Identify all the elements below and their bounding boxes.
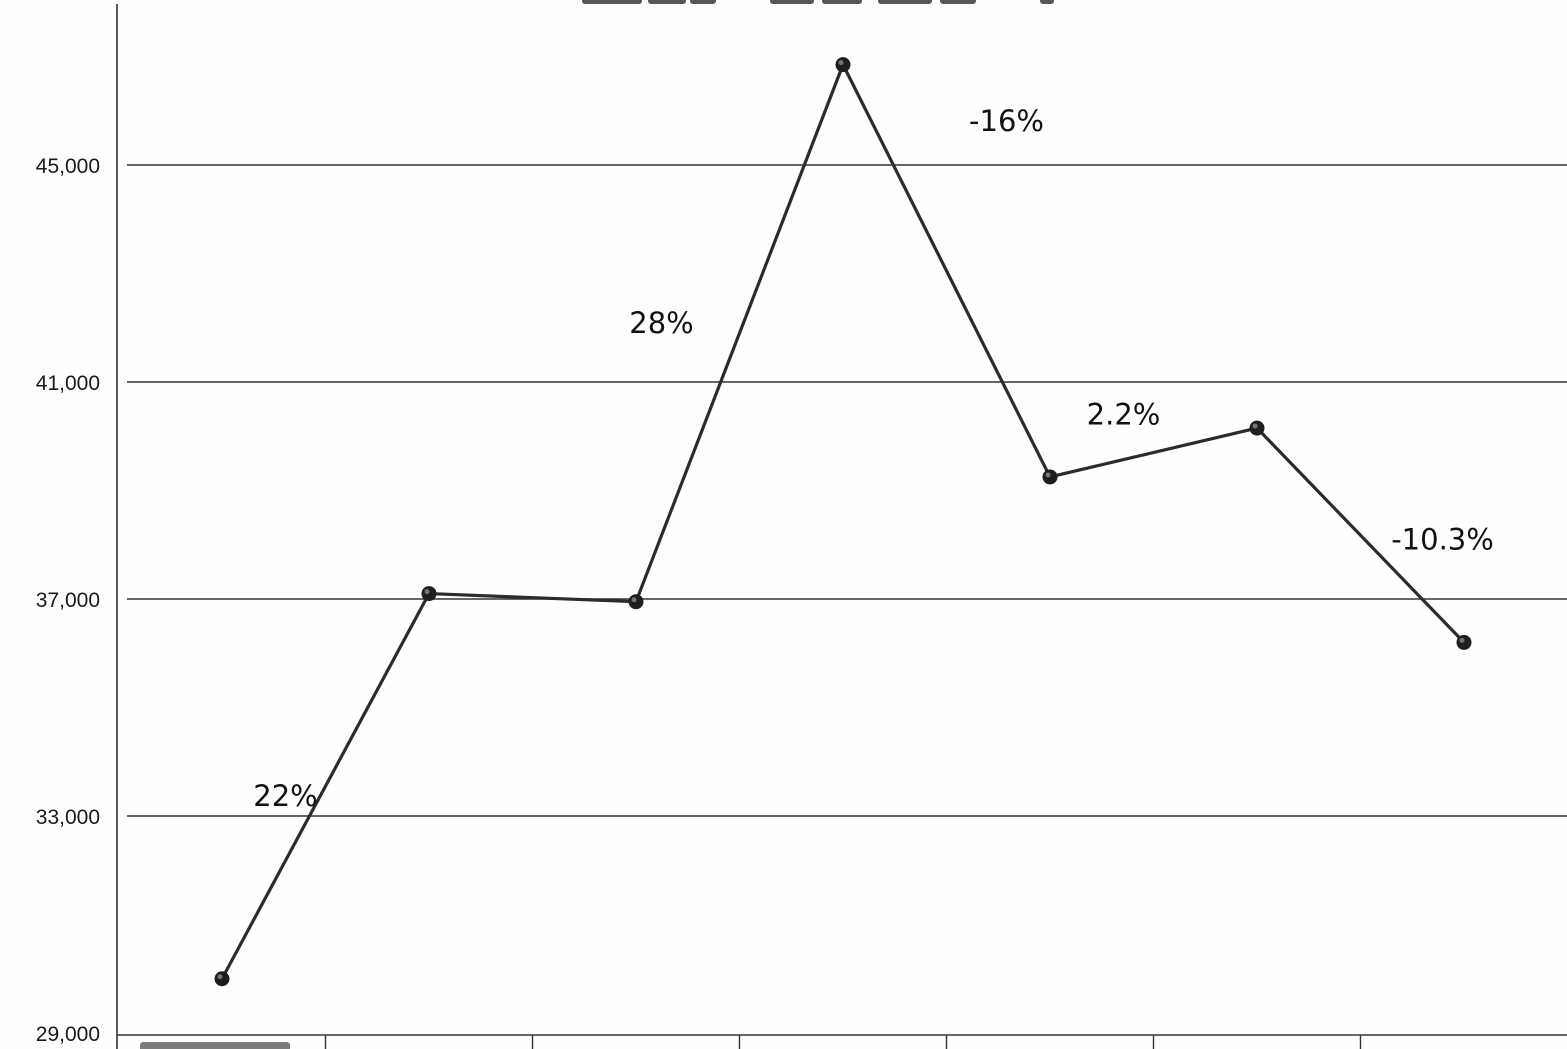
data-point-highlight (1252, 423, 1258, 429)
label-layer: 22% 28% -16% 2.2% -10.3% (253, 104, 1494, 813)
pct-change-label: -10.3% (1391, 522, 1494, 556)
y-tick-label: 41,000 (36, 372, 100, 395)
data-point-1 (214, 971, 230, 987)
title-fragment-1 (648, 0, 686, 4)
data-point-4 (835, 57, 851, 73)
axis-layer: 29,000 33,000 37,000 41,000 45,000 (36, 4, 1567, 1049)
data-point-2 (421, 586, 437, 602)
title-fragment-2 (690, 0, 716, 4)
data-point-highlight (838, 60, 844, 66)
grid-layer (127, 0, 1567, 817)
y-tick-label: 37,000 (36, 589, 100, 612)
data-point-5 (1042, 469, 1058, 485)
title-fragment-7 (1040, 0, 1054, 4)
pct-change-label: -16% (969, 104, 1044, 138)
data-point-highlight (217, 974, 223, 980)
title-fragment-4 (822, 0, 862, 4)
data-point-highlight (1045, 472, 1051, 478)
title-fragment-0 (582, 0, 642, 4)
data-point-3 (628, 594, 644, 610)
data-point-highlight (424, 589, 430, 595)
data-point-highlight (631, 597, 637, 603)
y-tick-label: 45,000 (36, 155, 100, 178)
pct-change-label: 22% (253, 779, 317, 813)
y-tick-label: 33,000 (36, 806, 100, 829)
data-point-highlight (1459, 637, 1465, 643)
pct-change-label: 28% (629, 306, 693, 340)
data-point-7 (1456, 634, 1472, 650)
y-tick-label: 29,000 (36, 1023, 100, 1046)
marker-layer (214, 57, 1472, 987)
pct-change-label: 2.2% (1087, 398, 1161, 432)
title-fragment-3 (770, 0, 814, 4)
data-point-6 (1249, 420, 1265, 436)
title-fragment-5 (878, 0, 932, 4)
title-fragment-6 (940, 0, 976, 4)
series-line (220, 63, 1466, 981)
line-layer (220, 63, 1466, 981)
x-label-fragment (140, 1042, 290, 1049)
